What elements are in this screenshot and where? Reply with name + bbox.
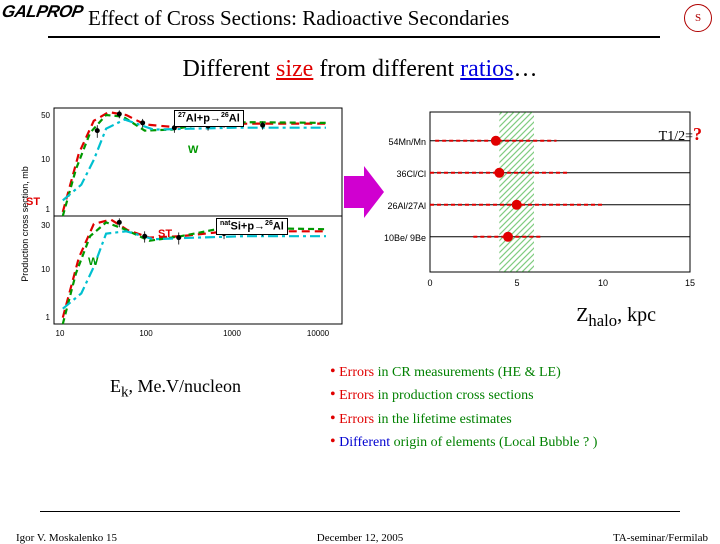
r2-tail: Al <box>273 221 284 233</box>
subtitle-p3: … <box>514 56 538 82</box>
svg-text:5: 5 <box>514 278 519 288</box>
r2-post: 26 <box>265 220 273 227</box>
bullet-3: • Errors in the lifetime estimates <box>330 407 597 430</box>
r1-mid: Al+p→ <box>186 113 221 125</box>
cross-section-chart: Production cross section, mb 10 100 1000… <box>18 104 350 350</box>
r2-mid: Si+p→ <box>231 221 266 233</box>
bullet-4: • Different origin of elements (Local Bu… <box>330 430 597 453</box>
svg-text:50: 50 <box>41 111 50 120</box>
t12-text: T1/2= <box>659 129 693 144</box>
svg-text:100: 100 <box>139 329 153 338</box>
bullet-2: • Errors in production cross sections <box>330 383 597 406</box>
stanford-seal: S <box>684 4 712 32</box>
seal-letter: S <box>695 12 701 24</box>
subtitle-size: size <box>276 56 313 82</box>
footer-right: TA-seminar/Fermilab <box>613 532 708 544</box>
page-title: Effect of Cross Sections: Radioactive Se… <box>88 6 509 31</box>
svg-text:10Be/ 9Be: 10Be/ 9Be <box>384 233 426 243</box>
subtitle-ratios: ratios <box>460 56 513 82</box>
footer-rule <box>40 511 680 513</box>
svg-text:1000: 1000 <box>223 329 241 338</box>
r2-pre: nat <box>220 220 231 227</box>
reaction1-badge: 27Al+p→26Al <box>174 110 244 127</box>
svg-text:0: 0 <box>427 278 432 288</box>
svg-text:10000: 10000 <box>307 329 330 338</box>
title-underline <box>48 36 660 38</box>
ek-label: Ek, Me.V/nucleon <box>110 376 241 402</box>
svg-text:26Al/27Al: 26Al/27Al <box>387 201 426 211</box>
subtitle: Different size from different ratios… <box>0 56 720 83</box>
reaction2-badge: natSi+p→26Al <box>216 218 288 235</box>
bullet-list: • Errors in CR measurements (HE & LE) • … <box>330 360 597 453</box>
zhalo-label: Zhalo, kpc <box>576 304 656 331</box>
svg-text:10: 10 <box>41 265 50 274</box>
svg-text:Production cross section, mb: Production cross section, mb <box>20 166 30 282</box>
svg-text:1: 1 <box>46 205 51 214</box>
r1-post: 26 <box>221 112 229 119</box>
svg-text:10: 10 <box>41 155 50 164</box>
w-label-1: W <box>188 144 198 156</box>
svg-text:15: 15 <box>685 278 695 288</box>
r1-pre: 27 <box>178 112 186 119</box>
svg-text:36Cl/Cl: 36Cl/Cl <box>396 169 426 179</box>
svg-text:10: 10 <box>598 278 608 288</box>
t12-label: T1/2=? <box>659 124 702 145</box>
r1-tail: Al <box>229 113 240 125</box>
st-label-1: ST <box>26 196 40 208</box>
t12-q: ? <box>693 124 702 144</box>
svg-text:1: 1 <box>46 313 51 322</box>
st-label-2: ST <box>158 228 172 240</box>
bullet-1: • Errors in CR measurements (HE & LE) <box>330 360 597 383</box>
subtitle-p2: from different <box>313 56 460 82</box>
w-label-2: W <box>88 256 98 268</box>
svg-text:10: 10 <box>56 329 65 338</box>
galprop-logo: GALPROP <box>0 2 84 22</box>
svg-text:30: 30 <box>41 221 50 230</box>
svg-text:54Mn/Mn: 54Mn/Mn <box>388 137 426 147</box>
subtitle-p1: Different <box>183 56 277 82</box>
zhalo-chart: 54Mn/Mn36Cl/Cl26Al/27Al10Be/ 9Be 0 5 10 … <box>372 104 702 292</box>
